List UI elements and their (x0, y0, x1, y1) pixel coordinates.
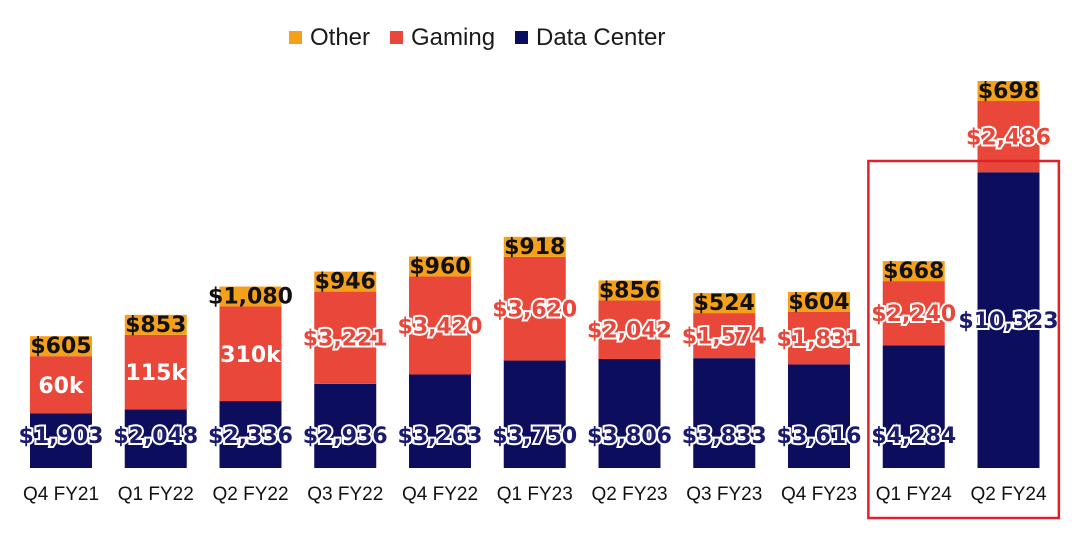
data-label-group: $605 60k $1,903 $853 115k $2,048 $1,080 310k $2,… (17, 79, 1061, 451)
bar-gaming-q2-fy23 (598, 300, 661, 359)
legend-label-other: Other (310, 24, 370, 51)
label-other-q4-fy23: $604 (788, 290, 849, 315)
x-tick-q1-fy22: Q1 FY22 (118, 484, 194, 505)
label-other-q1-fy23: $918 (504, 235, 565, 260)
label-gaming-q1-fy22: 115k (125, 361, 187, 386)
label-other-q1-fy24: $668 (883, 259, 944, 284)
x-tick-q3-fy23: Q3 FY23 (686, 484, 762, 505)
label-gaming-q4-fy21: 60k (38, 374, 85, 399)
label-gaming-q1-fy24: $2,240 (871, 302, 956, 327)
bar-other-q1-fy24 (882, 261, 945, 282)
label-gaming-q3-fy22: $3,221 (303, 327, 388, 352)
label-other-q1-fy22: $853 (125, 313, 186, 338)
label-data-center-q1-fy22: $2,048 (113, 424, 198, 449)
label-data-center-q2-fy24: $10,323 (958, 309, 1058, 334)
bar-other-q3-fy22 (314, 271, 377, 292)
x-tick-q4-fy21: Q4 FY21 (23, 484, 99, 505)
highlight-box (867, 159, 1061, 520)
bar-data-center-q3-fy23 (693, 358, 756, 468)
bar-data-center-q3-fy22 (314, 383, 377, 468)
label-gaming-q2-fy24: $2,486 (966, 126, 1051, 151)
x-tick-q2-fy24: Q2 FY24 (970, 484, 1046, 505)
label-other-q3-fy22: $946 (315, 270, 376, 295)
label-data-center-q4-fy22: $3,263 (398, 424, 483, 449)
label-gaming-q4-fy22: $3,420 (398, 315, 483, 340)
bar-other-q1-fy22 (124, 314, 187, 335)
label-gaming-q1-fy23: $3,620 (492, 298, 577, 323)
bar-other-q3-fy23 (693, 293, 756, 314)
legend-swatch-data-center (515, 31, 528, 44)
bar-group (30, 81, 1040, 469)
x-tick-q1-fy24: Q1 FY24 (876, 484, 952, 505)
legend-swatch-gaming (390, 31, 403, 44)
x-axis-ticks: Q4 FY21 Q1 FY22 Q2 FY22 Q3 FY22 Q4 FY22 Q1 FY… (23, 484, 1047, 505)
legend: Other Gaming Data Center (289, 24, 665, 51)
bar-data-center-q4-fy21 (30, 413, 92, 468)
x-tick-q3-fy22: Q3 FY22 (307, 484, 383, 505)
bar-data-center-q1-fy23 (503, 360, 566, 468)
legend-label-gaming: Gaming (411, 24, 495, 51)
bar-data-center-q2-fy24 (977, 172, 1040, 469)
bar-gaming-q1-fy23 (503, 256, 566, 361)
label-data-center-q1-fy23: $3,750 (492, 424, 577, 449)
label-data-center-q3-fy22: $2,936 (303, 424, 388, 449)
label-other-q3-fy23: $524 (694, 291, 755, 316)
label-data-center-q4-fy23: $3,616 (777, 424, 862, 449)
bar-data-center-q4-fy23 (788, 364, 850, 468)
legend-swatch-other (289, 31, 302, 44)
label-data-center-q2-fy22: $2,336 (208, 424, 293, 449)
label-other-q4-fy22: $960 (409, 255, 470, 280)
bar-data-center-q2-fy22 (219, 401, 282, 468)
label-data-center-q1-fy24: $4,284 (871, 424, 956, 449)
bar-gaming-q3-fy23 (693, 313, 756, 359)
bar-data-center-q2-fy23 (598, 358, 661, 468)
label-gaming-q2-fy22: 310k (220, 343, 282, 368)
bar-gaming-q1-fy24 (882, 281, 945, 346)
bar-other-q2-fy24 (977, 81, 1040, 102)
x-tick-q4-fy23: Q4 FY23 (781, 484, 857, 505)
label-data-center-q4-fy21: $1,903 (19, 424, 104, 449)
x-tick-q2-fy23: Q2 FY23 (591, 484, 667, 505)
bar-gaming-q1-fy22 (124, 334, 187, 410)
bar-gaming-q4-fy23 (788, 311, 850, 365)
x-tick-q4-fy22: Q4 FY22 (402, 484, 478, 505)
bar-gaming-q4-fy21 (30, 356, 92, 414)
label-other-q2-fy23: $856 (599, 278, 660, 303)
legend-label-data-center: Data Center (536, 24, 665, 51)
bar-other-q2-fy23 (598, 280, 661, 301)
bar-other-q4-fy21 (30, 336, 92, 357)
bar-other-q1-fy23 (503, 236, 566, 257)
x-tick-q2-fy22: Q2 FY22 (212, 484, 288, 505)
label-other-q2-fy24: $698 (978, 79, 1039, 104)
bar-gaming-q3-fy22 (314, 291, 377, 384)
label-gaming-q2-fy23: $2,042 (587, 319, 672, 344)
bar-gaming-q4-fy22 (409, 276, 471, 375)
bar-data-center-q4-fy22 (409, 374, 471, 468)
bar-data-center-q1-fy24 (882, 345, 945, 468)
x-tick-q1-fy23: Q1 FY23 (497, 484, 573, 505)
label-gaming-q3-fy23: $1,574 (682, 325, 767, 350)
label-other-q4-fy21: $605 (30, 334, 91, 359)
label-data-center-q3-fy23: $3,833 (682, 424, 767, 449)
label-data-center-q2-fy23: $3,806 (587, 424, 672, 449)
bar-data-center-q1-fy22 (124, 409, 187, 468)
bar-other-q4-fy22 (409, 256, 471, 277)
bar-other-q4-fy23 (788, 291, 850, 312)
bar-other-q2-fy22 (219, 286, 282, 307)
label-other-q2-fy22: $1,080 (208, 285, 293, 310)
label-gaming-q4-fy23: $1,831 (777, 327, 862, 352)
bar-gaming-q2-fy22 (219, 306, 282, 402)
